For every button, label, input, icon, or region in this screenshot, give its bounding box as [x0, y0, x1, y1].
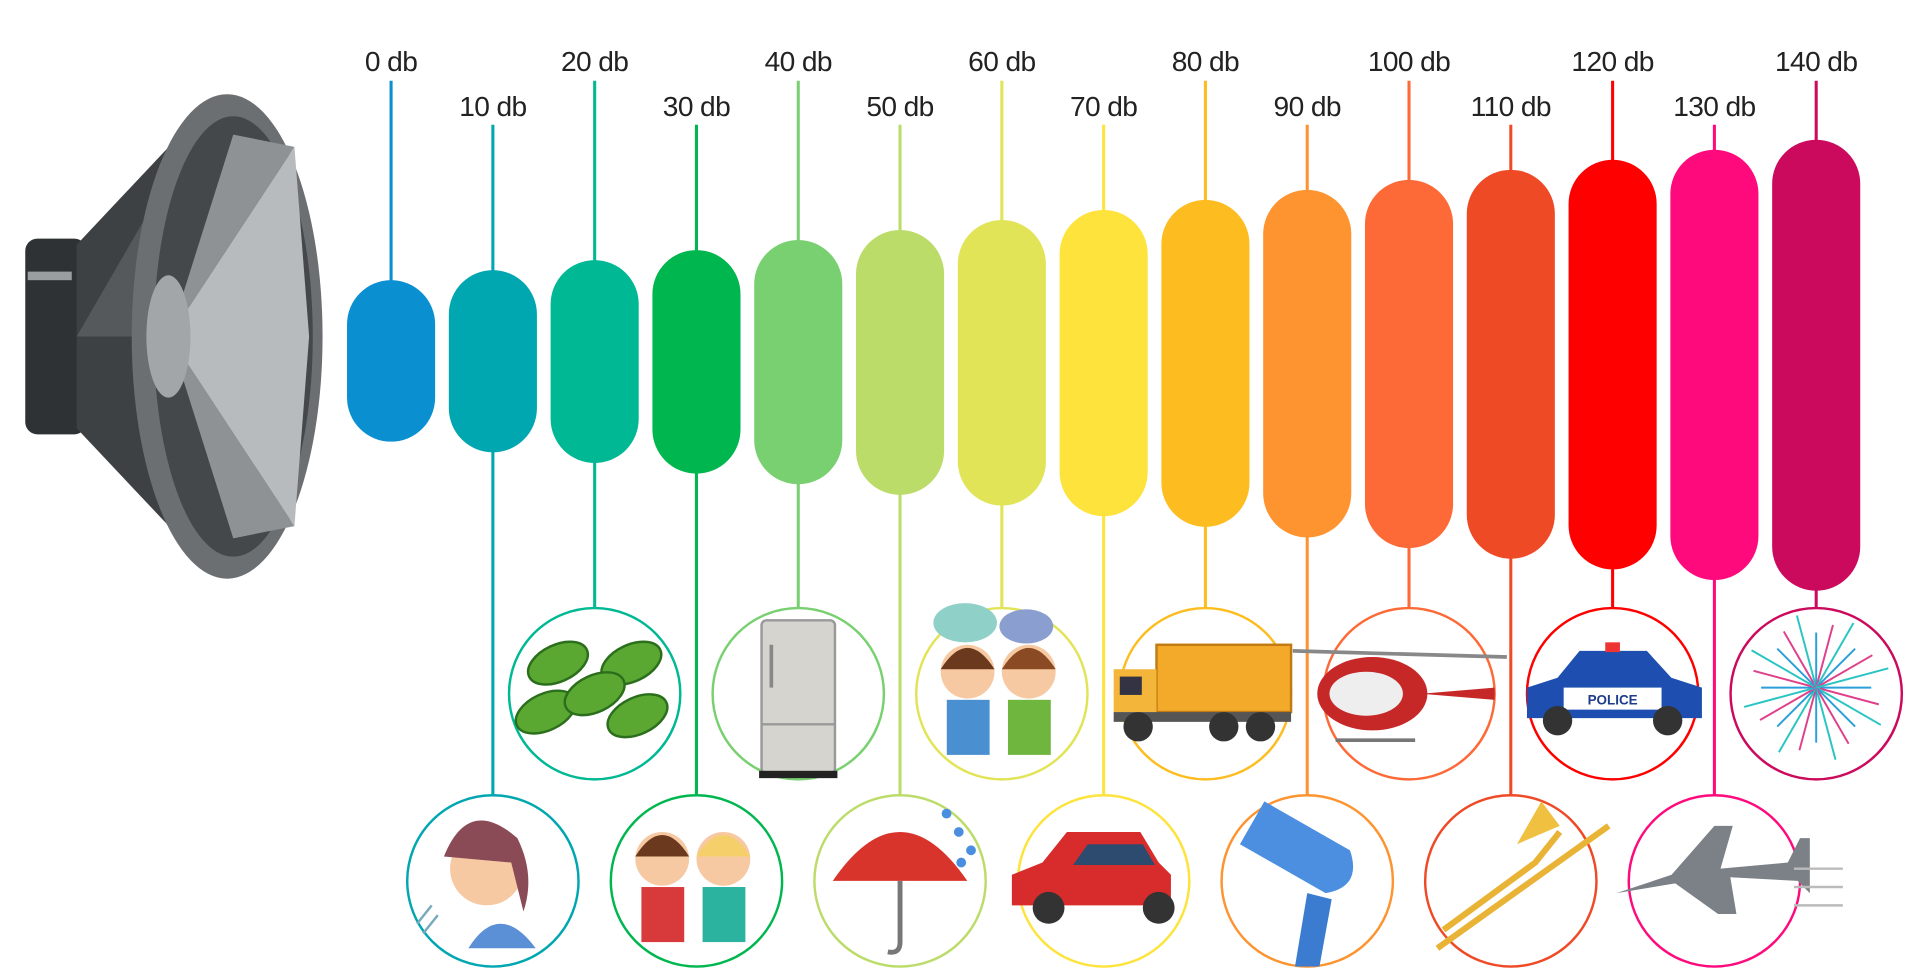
- level-110-db: 110 db: [1423, 91, 1611, 968]
- talking-kids-icon: [933, 603, 1056, 755]
- breathing-person-icon: [416, 820, 536, 949]
- level-140-db: 140 db: [1729, 46, 1904, 781]
- level-label: 120 db: [1571, 46, 1653, 77]
- level-bar: [754, 240, 843, 485]
- level-label: 30 db: [663, 91, 730, 122]
- level-bar: [1772, 139, 1861, 591]
- level-100-db: 100 db: [1292, 46, 1507, 781]
- level-bar: [957, 219, 1046, 506]
- level-label: 90 db: [1274, 91, 1341, 122]
- police-car-icon: POLICE: [1526, 642, 1702, 736]
- level-bar: [1161, 199, 1250, 527]
- level-label: 0 db: [365, 46, 417, 77]
- refrigerator-icon: [759, 619, 838, 779]
- fireworks-icon: [1743, 615, 1889, 760]
- level-0-db: 0 db: [347, 46, 436, 442]
- level-130-db: 130 db: [1616, 91, 1843, 968]
- level-label: 70 db: [1070, 91, 1137, 122]
- level-label: 100 db: [1368, 46, 1450, 77]
- level-bar: [1364, 179, 1454, 549]
- level-label: 50 db: [866, 91, 933, 122]
- level-label: 140 db: [1775, 46, 1857, 77]
- level-60-db: 60 db: [914, 46, 1089, 781]
- level-label: 110 db: [1471, 91, 1551, 122]
- level-bar: [1263, 189, 1352, 538]
- level-bar: [1670, 149, 1759, 581]
- level-label: 80 db: [1172, 46, 1239, 77]
- umbrella-rain-icon: [832, 808, 976, 955]
- car-icon: [1011, 831, 1175, 924]
- helicopter-icon: [1292, 649, 1507, 743]
- level-30-db: 30 db: [609, 91, 784, 968]
- loudspeaker-icon: [25, 94, 323, 579]
- source-circle: [609, 794, 784, 968]
- level-bar: [652, 250, 741, 474]
- level-bar: [1568, 159, 1657, 570]
- level-label: 20 db: [561, 46, 628, 77]
- level-10-db: 10 db: [406, 91, 580, 968]
- level-bar: [1466, 169, 1555, 559]
- level-bar: [347, 280, 436, 442]
- level-bar: [550, 260, 639, 463]
- level-label: 60 db: [968, 46, 1035, 77]
- level-bar: [448, 270, 537, 453]
- level-bar: [1059, 209, 1148, 517]
- level-20-db: 20 db: [507, 46, 682, 781]
- level-80-db: 80 db: [1113, 46, 1293, 781]
- fighter-jet-icon: [1616, 825, 1843, 914]
- whispering-kids-icon: [635, 831, 751, 943]
- rustling-leaves-icon: [514, 640, 669, 739]
- level-label: 130 db: [1673, 91, 1755, 122]
- level-50-db: 50 db: [813, 91, 987, 968]
- level-label: 10 db: [459, 91, 526, 122]
- level-label: 40 db: [765, 46, 832, 77]
- hair-dryer-icon: [1239, 801, 1354, 967]
- trombone-icon: [1435, 801, 1611, 951]
- level-bar: [856, 230, 945, 495]
- level-40-db: 40 db: [711, 46, 886, 781]
- dump-truck-icon: [1113, 643, 1293, 742]
- level-90-db: 90 db: [1220, 91, 1395, 968]
- level-70-db: 70 db: [1011, 91, 1191, 968]
- level-120-db: 120 db POLICE: [1525, 46, 1702, 781]
- police-car-lettering: POLICE: [1588, 693, 1638, 708]
